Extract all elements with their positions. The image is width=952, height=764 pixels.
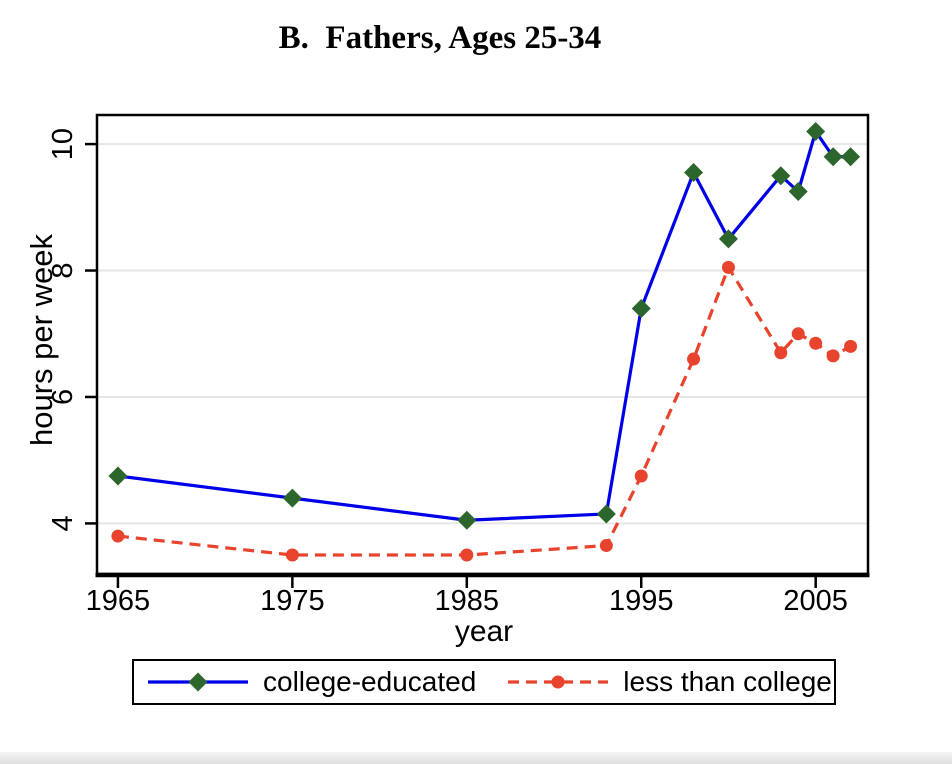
diamond-marker bbox=[771, 166, 791, 186]
diamond-marker bbox=[188, 672, 208, 692]
y-axis-title: hours per week bbox=[24, 234, 59, 446]
legend-label-college: college-educated bbox=[263, 666, 477, 697]
plot-border bbox=[95, 113, 870, 576]
x-tick-label: 1975 bbox=[260, 585, 325, 617]
x-tick-label: 1995 bbox=[609, 585, 674, 617]
circle-marker bbox=[791, 327, 805, 341]
circle-marker bbox=[774, 346, 788, 360]
diamond-marker bbox=[841, 147, 861, 167]
circle-marker bbox=[599, 539, 613, 553]
x-tick-label: 1985 bbox=[435, 585, 500, 617]
less-than-college-line-sample-icon bbox=[508, 675, 609, 689]
diamond-marker bbox=[596, 504, 616, 524]
circle-marker bbox=[111, 529, 125, 543]
legend: college-educated less than college bbox=[132, 659, 836, 705]
circle-marker bbox=[809, 336, 823, 350]
circle-marker bbox=[551, 675, 565, 689]
legend-item-college: college-educated bbox=[146, 666, 476, 698]
chart-title: B. Fathers, Ages 25-34 bbox=[278, 20, 602, 56]
circle-marker bbox=[634, 469, 648, 483]
circle-marker bbox=[844, 339, 858, 353]
y-tick-label: 10 bbox=[47, 128, 79, 160]
diamond-marker bbox=[457, 510, 477, 530]
diamond-marker bbox=[282, 488, 302, 508]
diamond-marker bbox=[718, 229, 738, 249]
y-tick-label: 8 bbox=[47, 262, 79, 278]
diamond-marker bbox=[823, 147, 843, 167]
circle-marker bbox=[826, 349, 840, 363]
legend-label-less-than-college: less than college bbox=[623, 666, 832, 697]
page-edge-strip bbox=[0, 752, 952, 764]
y-tick-label: 6 bbox=[47, 389, 79, 405]
diamond-marker bbox=[631, 298, 651, 318]
series-line-circle bbox=[117, 265, 852, 557]
circle-marker bbox=[721, 260, 735, 274]
diamond-marker bbox=[108, 466, 128, 486]
x-tick-label: 1965 bbox=[86, 585, 151, 617]
y-tick-label: 4 bbox=[47, 515, 79, 531]
diamond-marker bbox=[684, 163, 704, 183]
diamond-marker bbox=[806, 121, 826, 141]
x-axis-title: year bbox=[454, 615, 514, 648]
diamond-marker bbox=[788, 182, 808, 201]
circle-marker bbox=[285, 548, 299, 562]
college-line-sample-icon bbox=[148, 672, 248, 692]
circle-marker bbox=[687, 352, 701, 366]
x-tick-label: 2005 bbox=[783, 585, 848, 617]
series-line-diamond bbox=[117, 129, 851, 522]
circle-marker bbox=[460, 548, 474, 562]
legend-item-less-than-college: less than college bbox=[506, 666, 832, 698]
